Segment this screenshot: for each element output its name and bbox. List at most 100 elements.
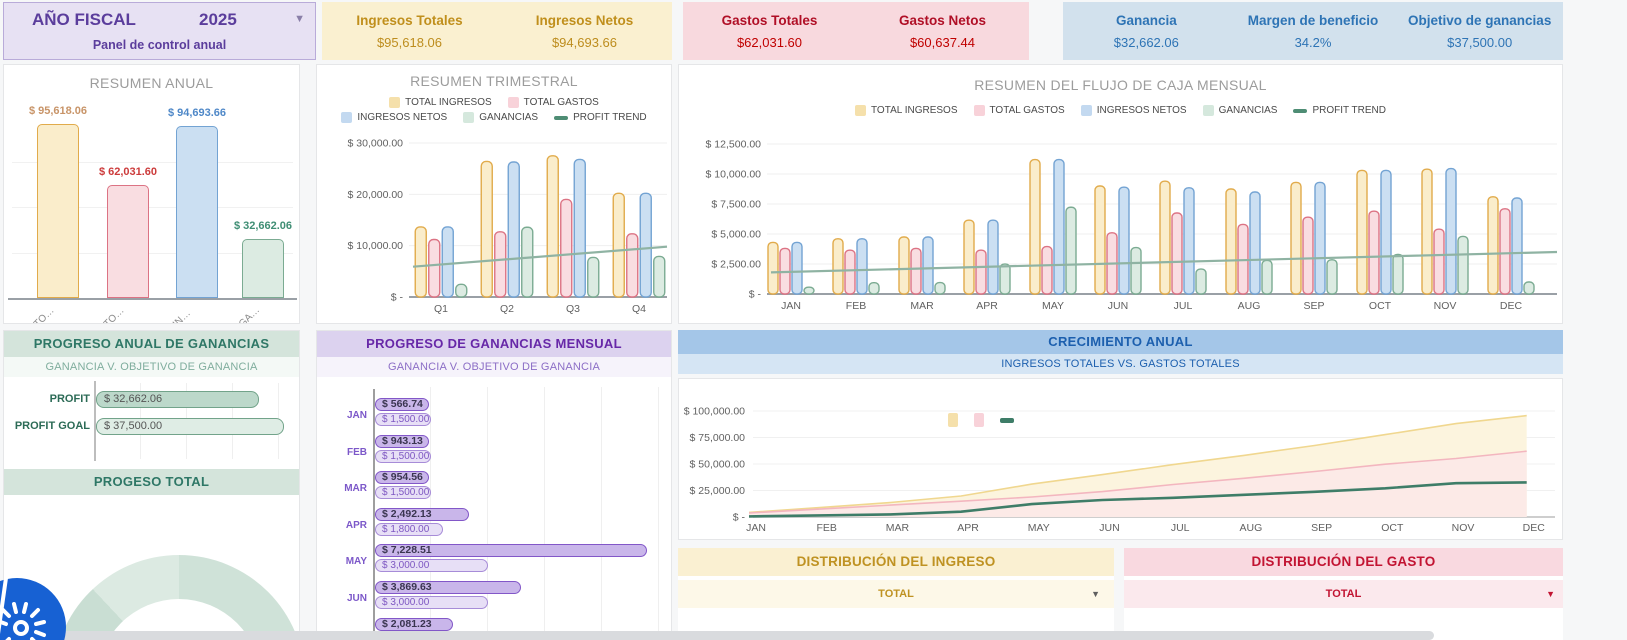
fiscal-year-row: AÑO FISCAL 2025 ▼ xyxy=(4,10,315,34)
grouped-bar xyxy=(999,263,1011,295)
grouped-bar xyxy=(1511,197,1523,295)
legend-label: GANANCIAS xyxy=(479,112,539,123)
monthly-cashflow-title: RESUMEN DEL FLUJO DE CAJA MENSUAL xyxy=(974,77,1267,93)
monthly-goal-bar: $ 1,500.00 xyxy=(375,413,432,426)
annual-bar-category-label: TO… xyxy=(32,305,57,324)
annual-growth-panel: CRECIMIENTO ANUAL INGRESOS TOTALES VS. G… xyxy=(678,330,1563,542)
x-axis-tick-label: JUN xyxy=(1108,300,1128,312)
annual-summary-title: RESUMEN ANUAL xyxy=(89,75,214,91)
grouped-bar xyxy=(546,155,559,298)
floating-action-button[interactable] xyxy=(0,578,66,640)
x-axis-tick-label: OCT xyxy=(1381,522,1404,534)
grouped-bar xyxy=(480,160,493,298)
profit-kpi-card: Ganancia $32,662.06 Margen de beneficio … xyxy=(1063,2,1563,60)
month-label: JUN xyxy=(346,593,367,604)
monthly-profit-bar: $ 954.56 xyxy=(375,471,429,485)
grouped-bar xyxy=(1290,181,1302,295)
trend-line-swatch xyxy=(554,115,569,120)
grouped-bar xyxy=(1249,191,1261,295)
grouped-bar xyxy=(844,249,856,295)
annual-bar-value-label: $ 62,031.60 xyxy=(98,166,158,179)
monthly-cashflow-panel: RESUMEN DEL FLUJO DE CAJA MENSUAL TOTAL … xyxy=(678,64,1563,324)
series-swatch xyxy=(947,413,958,427)
y-axis-line xyxy=(373,389,375,639)
quarterly-legend-row1: TOTAL INGRESOS TOTAL GASTOS xyxy=(317,97,671,108)
legend-item: TOTAL INGRESOS xyxy=(389,97,492,108)
annual-bar-category-label: GA… xyxy=(237,304,263,324)
expense-area xyxy=(749,451,1527,517)
grouped-bar xyxy=(1499,208,1511,295)
progress-bar: $ 37,500.00 xyxy=(96,418,284,435)
annual-bar xyxy=(176,125,218,298)
grouped-bar xyxy=(653,255,666,298)
grouped-bar xyxy=(1302,216,1314,295)
grouped-bar xyxy=(587,256,600,298)
profit-line xyxy=(748,481,1527,518)
expense-distribution-selector[interactable]: TOTAL ▼ xyxy=(1124,580,1563,608)
income-distribution-selector[interactable]: TOTAL ▼ xyxy=(678,580,1114,608)
quarterly-summary-chart: $ 30,000.00 $ 20,000.00 $ 10,000.00 $ - Q1 Q2… xyxy=(348,138,668,315)
x-axis-tick-label: Q4 xyxy=(632,303,646,315)
monthly-profit-bar: $ 7,228.51 xyxy=(375,544,647,558)
grouped-bar xyxy=(856,238,868,295)
monthly-goal-bar: $ 3,000.00 xyxy=(375,596,488,609)
grouped-bar xyxy=(934,281,946,295)
y-axis-tick-label: $ 20,000.00 xyxy=(348,189,404,201)
monthly-profit-bar: $ 566.74 xyxy=(375,398,429,411)
x-axis-tick-label: MAR xyxy=(910,300,934,312)
grouped-bar xyxy=(1457,235,1469,295)
quarterly-summary-panel: RESUMEN TRIMESTRAL TOTAL INGRESOS TOTAL G… xyxy=(316,64,672,324)
series-swatch xyxy=(463,112,475,123)
x-axis-tick-label: MAR xyxy=(886,522,910,534)
x-axis-tick-label: MAY xyxy=(1028,522,1050,534)
progress-row-label: PROFIT xyxy=(49,393,90,405)
legend-item xyxy=(947,413,958,427)
y-axis-tick-label: $ 25,000.00 xyxy=(690,485,746,497)
profit-value: $32,662.06 xyxy=(1113,34,1179,50)
grouped-bar xyxy=(975,249,987,295)
grouped-bar xyxy=(507,161,520,298)
annual-bar-category-label: TO… xyxy=(102,305,127,324)
monthly-cashflow-chart: $ 12,500.00 $ 10,000.00 $ 7,500.00 $ 5,000.… xyxy=(706,139,1558,312)
monthly-progress-panel: PROGRESO DE GANANCIAS MENSUAL GANANCIA V… xyxy=(316,330,672,640)
grouped-bar xyxy=(1053,158,1065,295)
income-area-line xyxy=(748,414,1527,514)
profit-trend-line xyxy=(412,245,668,268)
margin-value: 34.2% xyxy=(1294,34,1332,50)
month-label: MAR xyxy=(344,483,367,495)
legend-item: INGRESOS NETOS xyxy=(341,112,447,123)
net-income-kpi: Ingresos Netos $94,693.66 xyxy=(497,2,672,60)
chevron-down-icon[interactable]: ▼ xyxy=(1091,589,1100,599)
y-axis-tick-label: $ 10,000.00 xyxy=(348,240,404,252)
net-expense-value: $60,637.44 xyxy=(909,34,976,50)
chart-gridline xyxy=(487,387,488,639)
grouped-bar xyxy=(898,236,910,295)
grouped-bar xyxy=(560,198,573,298)
grouped-bar xyxy=(1368,210,1380,295)
monthly-profit-bar: $ 943.13 xyxy=(375,434,429,448)
net-income-label: Ingresos Netos xyxy=(535,12,634,28)
grouped-bar xyxy=(1314,181,1326,295)
monthly-cashflow-legend: TOTAL INGRESOS TOTAL GASTOS INGRESOS NETOS… xyxy=(679,105,1562,116)
profit-label: Ganancia xyxy=(1115,12,1177,28)
y-axis-tick-label: $ 100,000.00 xyxy=(684,406,745,418)
chevron-down-icon[interactable]: ▼ xyxy=(294,13,305,25)
x-axis-tick-label: JUL xyxy=(1174,300,1193,312)
annual-progress-title: PROGRESO ANUAL DE GANANCIAS xyxy=(4,331,299,357)
grouped-bar xyxy=(441,226,454,298)
grouped-bar xyxy=(1130,246,1142,295)
total-income-label: Ingresos Totales xyxy=(356,12,463,28)
dashboard-subtitle: Panel de control anual xyxy=(92,38,227,52)
grouped-bar xyxy=(1225,188,1237,295)
annual-growth-title: CRECIMIENTO ANUAL xyxy=(678,330,1563,354)
legend-item: GANANCIAS xyxy=(1202,105,1277,116)
x-axis-tick-label: AUG xyxy=(1240,522,1263,534)
month-label: JAN xyxy=(346,410,367,421)
chevron-down-icon[interactable]: ▼ xyxy=(1546,589,1555,599)
series-swatch xyxy=(389,97,401,108)
grouped-bar xyxy=(910,247,922,295)
fiscal-year-value[interactable]: 2025 xyxy=(199,10,237,29)
grouped-bar xyxy=(1380,169,1392,295)
series-swatch xyxy=(507,97,519,108)
grouped-bar xyxy=(1392,253,1404,295)
